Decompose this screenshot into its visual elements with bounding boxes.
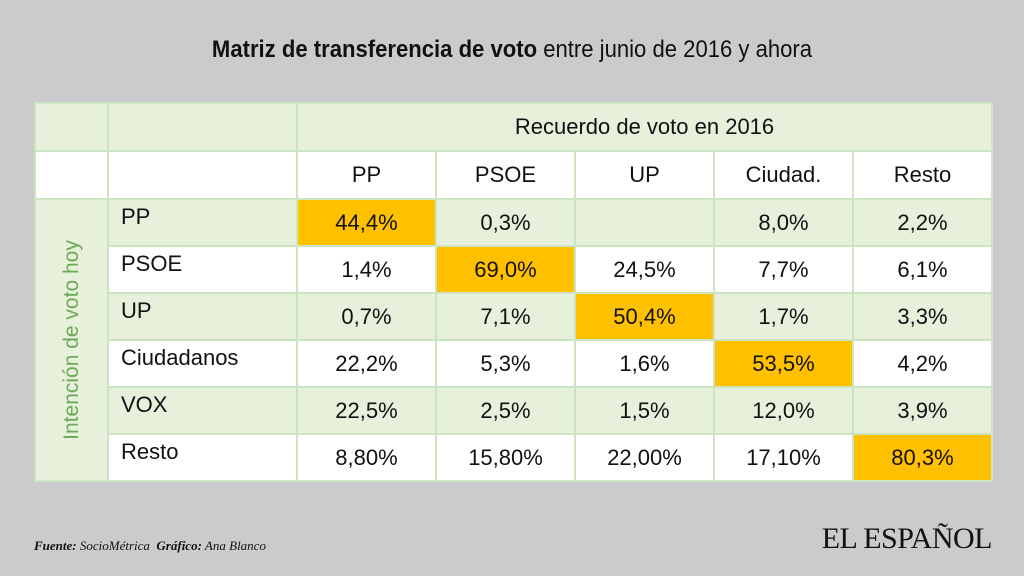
highlighted-value-cell: 53,5% [713,339,854,388]
highlighted-value-cell: 44,4% [296,198,437,247]
chart-title-bold: Matriz de transferencia de voto [211,36,538,63]
value-cell: 4,2% [852,339,993,388]
value-cell: 0,7% [296,292,437,341]
corner-cell [107,102,298,152]
row-group-label-cell: Intención de voto hoy [34,198,109,482]
value-cell: 7,7% [713,245,854,294]
graphic-value: Ana Blanco [201,538,266,553]
corner-cell [34,150,109,200]
chart-title: Matriz de transferencia de voto entre ju… [41,36,983,64]
value-cell: 3,9% [852,386,993,435]
column-header: UP [574,150,715,200]
value-cell: 5,3% [435,339,576,388]
row-label: VOX [107,386,298,435]
value-cell: 1,7% [713,292,854,341]
highlighted-value-cell: 80,3% [852,433,993,482]
row-label: PSOE [107,245,298,294]
value-cell: 3,3% [852,292,993,341]
transfer-matrix-table: Recuerdo de voto en 2016 PP PSOE UP Ciudad.… [34,102,993,482]
column-header: PP [296,150,437,200]
column-header: Resto [852,150,993,200]
value-cell: 17,10% [713,433,854,482]
column-header: PSOE [435,150,576,200]
value-cell: 2,2% [852,198,993,247]
chart-title-rest: entre junio de 2016 y ahora [537,36,813,63]
value-cell: 22,5% [296,386,437,435]
row-label: Resto [107,433,298,482]
highlighted-value-cell: 50,4% [574,292,715,341]
column-header: Ciudad. [713,150,854,200]
value-cell [574,198,715,247]
value-cell: 22,2% [296,339,437,388]
value-cell: 15,80% [435,433,576,482]
corner-cell [107,150,298,200]
source-value: SocioMétrica [76,538,150,553]
source-footer: Fuente: SocioMétrica Gráfico: Ana Blanco [34,538,266,554]
column-group-label: Recuerdo de voto en 2016 [296,102,993,152]
row-label: Ciudadanos [107,339,298,388]
corner-cell [34,102,109,152]
value-cell: 1,5% [574,386,715,435]
value-cell: 24,5% [574,245,715,294]
value-cell: 7,1% [435,292,576,341]
value-cell: 1,6% [574,339,715,388]
value-cell: 22,00% [574,433,715,482]
value-cell: 2,5% [435,386,576,435]
row-group-label: Intención de voto hoy [59,240,83,440]
value-cell: 8,0% [713,198,854,247]
row-label: PP [107,198,298,247]
graphic-label: Gráfico: [156,538,202,553]
value-cell: 12,0% [713,386,854,435]
value-cell: 6,1% [852,245,993,294]
row-label: UP [107,292,298,341]
source-label: Fuente: [34,538,77,553]
value-cell: 1,4% [296,245,437,294]
value-cell: 0,3% [435,198,576,247]
value-cell: 8,80% [296,433,437,482]
el-espanol-logo: EL ESPAÑOL [821,522,993,555]
highlighted-value-cell: 69,0% [435,245,576,294]
